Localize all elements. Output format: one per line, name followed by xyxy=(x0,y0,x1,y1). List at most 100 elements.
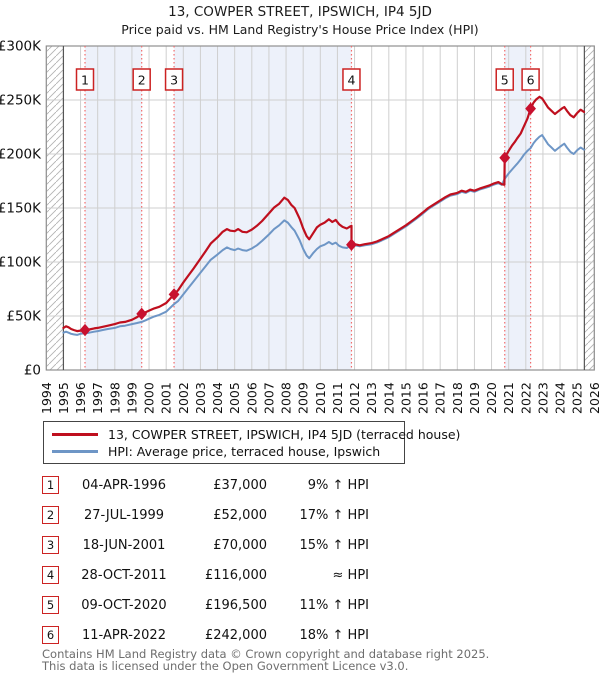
red-line-swatch xyxy=(52,433,98,436)
sale-number-box xyxy=(521,68,540,91)
sale-diamond xyxy=(525,102,536,115)
x-axis-tick-label: 2017 xyxy=(433,382,448,414)
sale-price: £52,000 xyxy=(213,507,267,523)
y-axis-tick-label: £0 xyxy=(24,363,41,379)
sale-date: 04-APR-1996 xyxy=(82,477,166,493)
x-axis-tick-label: 2024 xyxy=(553,382,568,414)
y-axis-tick-label: £200K xyxy=(0,147,42,163)
footer-line-1: Contains HM Land Registry data © Crown c… xyxy=(42,647,490,661)
sale-diamond xyxy=(346,238,357,251)
sale-vs-hpi: 11% ↑ HPI xyxy=(299,597,369,613)
footer: Contains HM Land Registry data © Crown c… xyxy=(42,648,489,672)
x-axis-tick-label: 2012 xyxy=(347,382,362,414)
sale-row: 4 28-OCT-2011 £116,000 ≈ HPI xyxy=(42,560,387,590)
sales-table: 1 04-APR-1996 £37,000 9% ↑ HPI 2 27-JUL-1999 £… xyxy=(42,470,387,650)
x-axis-tick-label: 1995 xyxy=(56,382,71,414)
sale-price: £37,000 xyxy=(213,477,267,493)
sale-date: 27-JUL-1999 xyxy=(83,507,165,523)
sale-price: £242,000 xyxy=(204,627,267,643)
x-axis-tick-label: 2013 xyxy=(364,382,379,414)
x-axis-tick-label: 2005 xyxy=(227,382,242,414)
sale-price: £70,000 xyxy=(213,537,267,553)
x-axis-tick-label: 2001 xyxy=(159,382,174,414)
sale-number-box xyxy=(164,68,184,91)
x-axis-tick-label: 1994 xyxy=(39,382,54,414)
sale-date: 18-JUN-2001 xyxy=(82,537,166,553)
sale-vs-hpi: 15% ↑ HPI xyxy=(299,537,369,553)
hpi-series-line xyxy=(62,134,585,336)
sale-number: 4 xyxy=(347,73,355,88)
sale-date: 11-APR-2022 xyxy=(82,627,166,643)
blue-line-swatch xyxy=(52,450,98,453)
chart-title: 13, COWPER STREET, IPSWICH, IP4 5JD xyxy=(168,4,432,20)
sale-vs-hpi: 18% ↑ HPI xyxy=(299,627,369,643)
y-axis-tick-label: £50K xyxy=(6,309,42,325)
x-axis-tick-label: 2019 xyxy=(467,382,482,414)
x-axis-tick-label: 2011 xyxy=(330,382,345,414)
x-axis-tick-label: 2018 xyxy=(450,382,465,414)
x-axis-tick-label: 2009 xyxy=(296,382,311,414)
sale-row: 2 27-JUL-1999 £52,000 17% ↑ HPI xyxy=(42,500,387,530)
sale-price: £116,000 xyxy=(204,567,267,583)
sale-diamond xyxy=(499,151,511,164)
sale-number-box xyxy=(342,68,361,91)
x-axis-tick-label: 2026 xyxy=(587,382,600,414)
sale-row: 1 04-APR-1996 £37,000 9% ↑ HPI xyxy=(42,470,387,500)
x-axis-tick-label: 2016 xyxy=(416,382,431,414)
sale-row: 5 09-OCT-2020 £196,500 11% ↑ HPI xyxy=(42,590,387,620)
sale-number: 2 xyxy=(138,73,146,88)
sale-number-badge: 3 xyxy=(42,536,59,554)
legend-label: HPI: Average price, terraced house, Ipsw… xyxy=(108,444,381,459)
sale-number: 3 xyxy=(170,73,178,88)
sale-number-badge: 1 xyxy=(42,476,59,494)
sale-number-box xyxy=(75,68,95,91)
sale-number-badge: 4 xyxy=(42,566,59,584)
x-axis-tick-label: 2010 xyxy=(313,382,328,414)
x-axis-tick-label: 2014 xyxy=(381,382,396,414)
sale-row: 3 18-JUN-2001 £70,000 15% ↑ HPI xyxy=(42,530,387,560)
x-axis-tick-label: 1996 xyxy=(73,382,88,414)
sale-diamond xyxy=(168,288,180,301)
sale-number: 1 xyxy=(81,73,89,88)
sale-number: 5 xyxy=(501,73,509,88)
y-axis-tick-label: £100K xyxy=(0,255,42,271)
sale-number: 6 xyxy=(527,73,535,88)
footer-line-2: This data is licensed under the Open Gov… xyxy=(42,659,409,674)
y-axis-tick-label: £150K xyxy=(0,201,42,217)
x-axis-tick-label: 2007 xyxy=(261,382,276,414)
chart-legend: 13, COWPER STREET, IPSWICH, IP4 5JD (ter… xyxy=(43,421,460,464)
price-chart: 1 2 3 4 5 6 £0 £50K £100K £150K £200K £250K £300K 199… xyxy=(0,39,600,415)
sale-number-box xyxy=(495,68,514,91)
sale-number-badge: 6 xyxy=(42,626,59,644)
sale-vs-hpi: ≈ HPI xyxy=(332,567,369,583)
sale-date: 09-OCT-2020 xyxy=(81,597,167,613)
sale-number-badge: 2 xyxy=(42,506,59,524)
sale-row: 6 11-APR-2022 £242,000 18% ↑ HPI xyxy=(42,620,387,650)
y-axis-tick-label: £250K xyxy=(0,93,42,109)
sale-number-badge: 5 xyxy=(42,596,59,614)
x-axis-tick-label: 2003 xyxy=(193,382,208,414)
sale-diamond xyxy=(136,307,148,321)
legend-item-hpi: HPI: Average price, terraced house, Ipsw… xyxy=(44,443,404,460)
x-axis-tick-label: 2008 xyxy=(279,382,294,414)
x-axis-tick-label: 2022 xyxy=(518,382,533,414)
chart-subtitle: Price paid vs. HM Land Registry's House … xyxy=(121,22,479,37)
sale-number-box xyxy=(132,68,151,91)
x-axis-tick-label: 2023 xyxy=(535,382,550,414)
property-series-line xyxy=(62,95,586,333)
sale-diamond xyxy=(79,323,91,337)
x-axis-tick-label: 2002 xyxy=(176,382,191,414)
legend-item-property: 13, COWPER STREET, IPSWICH, IP4 5JD (ter… xyxy=(44,426,460,443)
x-axis-tick-label: 2000 xyxy=(142,382,157,414)
sale-price: £196,500 xyxy=(204,597,267,613)
x-axis-tick-label: 1999 xyxy=(124,382,139,414)
sale-date: 28-OCT-2011 xyxy=(81,567,167,583)
sale-vs-hpi: 17% ↑ HPI xyxy=(299,507,369,523)
legend-label: 13, COWPER STREET, IPSWICH, IP4 5JD (ter… xyxy=(108,427,461,442)
x-axis-tick-label: 2025 xyxy=(570,382,585,414)
x-axis-tick-label: 2021 xyxy=(501,382,516,414)
x-axis-tick-label: 2004 xyxy=(210,382,225,414)
sale-vs-hpi: 9% ↑ HPI xyxy=(307,477,369,493)
x-axis-tick-label: 2020 xyxy=(484,382,499,414)
x-axis-tick-label: 2015 xyxy=(398,382,413,414)
